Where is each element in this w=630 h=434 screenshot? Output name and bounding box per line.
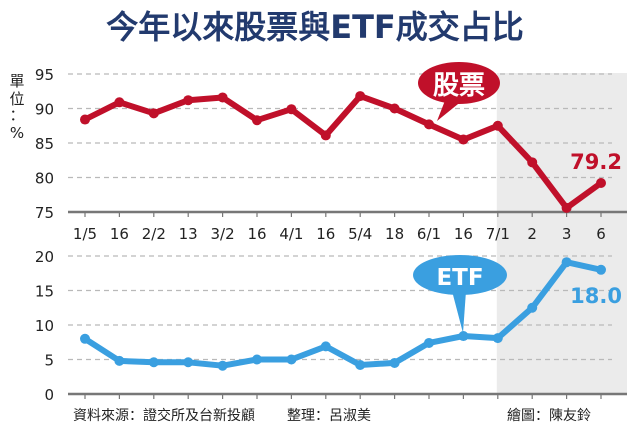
- etf-x-axis: [68, 392, 627, 399]
- x-tick-label: 5/4: [348, 225, 372, 243]
- data-point: [389, 357, 400, 368]
- stock-series-markers: [80, 91, 606, 213]
- data-point: [355, 360, 366, 371]
- stock-end-value: 79.2: [570, 150, 622, 174]
- stock-callout-label: 股票: [433, 71, 485, 101]
- unit-char-2: 位: [9, 90, 24, 108]
- x-tick-label: 7/1: [486, 225, 510, 243]
- x-tick-label: 6/1: [417, 225, 441, 243]
- x-tick-label: 16: [110, 225, 129, 243]
- data-point: [492, 120, 503, 131]
- x-tick-label: 16: [454, 225, 473, 243]
- x-tick-label: 3/2: [211, 225, 235, 243]
- footer-editor: 整理：呂淑美: [287, 408, 371, 424]
- data-point: [252, 115, 262, 126]
- data-point: [320, 130, 331, 141]
- x-tick-label: 6: [596, 225, 606, 243]
- data-point: [424, 337, 434, 348]
- x-tick-label: 18: [385, 225, 404, 243]
- data-point: [527, 157, 538, 168]
- y-tick-label: 80: [35, 170, 54, 188]
- data-point: [114, 97, 125, 108]
- y-tick-label: 75: [35, 204, 54, 222]
- data-point: [458, 134, 469, 145]
- data-point: [114, 355, 125, 366]
- data-point: [458, 331, 469, 342]
- data-point: [80, 114, 90, 125]
- data-point: [492, 333, 503, 344]
- y-tick-label: 5: [44, 352, 54, 370]
- x-tick-label: 1/5: [73, 225, 97, 243]
- data-point: [217, 360, 228, 371]
- data-point: [183, 357, 194, 368]
- footer-graphics: 繪圖：陳友鈴: [507, 407, 591, 424]
- data-point: [561, 257, 572, 268]
- y-tick-label: 15: [35, 283, 54, 301]
- data-point: [217, 92, 228, 103]
- unit-label: 單 位 ： %: [9, 72, 24, 142]
- data-point: [183, 95, 194, 106]
- etf-series-markers: [80, 257, 606, 371]
- x-axis-labels: 1/5 16 2/2 13 3/2 16 4/1 16 5/4 18 6/1 16 7/1 2 3 6: [73, 225, 606, 243]
- unit-char-1: 單: [9, 72, 24, 90]
- data-point: [148, 357, 159, 368]
- stock-callout-bubble: 股票: [418, 62, 500, 121]
- highlight-region: [496, 73, 627, 394]
- data-point: [596, 178, 606, 189]
- etf-callout-tail: [452, 291, 466, 333]
- x-tick-label: 16: [247, 225, 266, 243]
- y-tick-label: 0: [44, 386, 54, 404]
- x-tick-label: 2: [527, 225, 537, 243]
- data-point: [561, 202, 572, 213]
- y-tick-label: 85: [35, 135, 54, 153]
- y-tick-label: 10: [35, 317, 54, 335]
- data-point: [148, 108, 159, 119]
- etf-callout-label: ETF: [436, 265, 483, 291]
- data-point: [389, 103, 400, 114]
- data-point: [286, 104, 297, 115]
- x-tick-label: 4/1: [279, 225, 303, 243]
- data-point: [596, 264, 606, 275]
- stock-y-axis: 75 80 85 90 95: [35, 66, 54, 222]
- etf-y-axis: 0 5 10 15 20: [35, 248, 54, 404]
- data-point: [80, 333, 90, 344]
- y-tick-label: 95: [35, 66, 54, 84]
- x-tick-label: 2/2: [142, 225, 166, 243]
- data-point: [355, 91, 366, 102]
- etf-callout-bubble: ETF: [413, 255, 507, 333]
- y-tick-label: 90: [35, 101, 54, 119]
- etf-end-value: 18.0: [570, 284, 622, 308]
- stock-x-axis: [68, 210, 627, 217]
- data-point: [320, 341, 331, 352]
- unit-char-3: ：: [9, 106, 24, 124]
- unit-char-4: %: [10, 124, 24, 142]
- data-point: [424, 119, 434, 130]
- x-tick-label: 3: [562, 225, 572, 243]
- data-point: [527, 302, 538, 313]
- etf-callout-body: [413, 255, 507, 295]
- chart-title: 今年以來股票與ETF成交占比: [106, 8, 524, 46]
- x-tick-label: 16: [316, 225, 335, 243]
- data-point: [252, 354, 262, 365]
- etf-series-line: [82, 259, 604, 369]
- y-tick-label: 20: [35, 248, 54, 266]
- data-point: [286, 354, 297, 365]
- stock-callout-body: [418, 62, 500, 104]
- stock-series-line: [82, 93, 604, 211]
- x-tick-label: 13: [179, 225, 198, 243]
- footer-source: 資料來源：證交所及台新投顧: [73, 407, 255, 424]
